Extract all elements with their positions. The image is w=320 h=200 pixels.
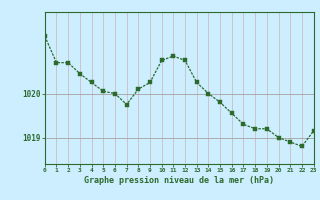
X-axis label: Graphe pression niveau de la mer (hPa): Graphe pression niveau de la mer (hPa) (84, 176, 274, 185)
